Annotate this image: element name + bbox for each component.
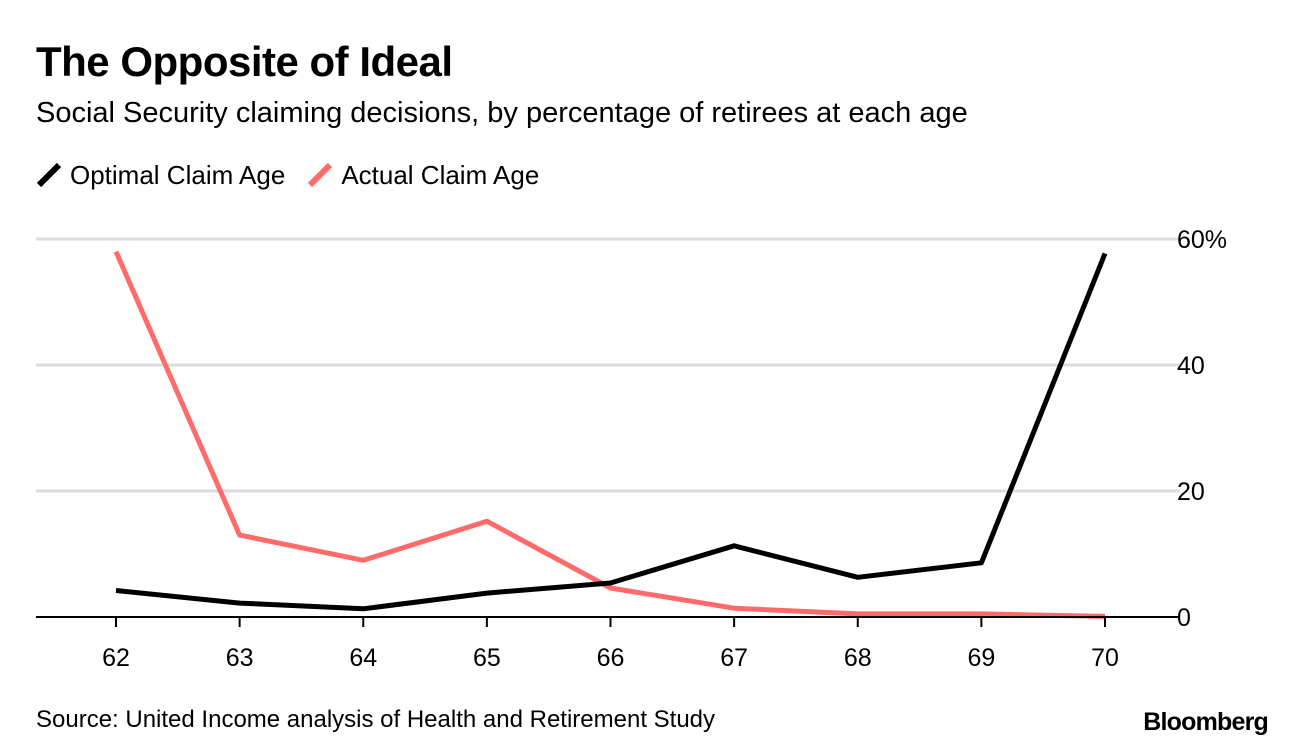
y-tick-label: 60% [1177, 226, 1227, 254]
y-tick-label: 40 [1177, 352, 1205, 380]
series-line-optimal [115, 252, 1108, 612]
x-tick-label: 62 [102, 644, 130, 672]
chart-subtitle: Social Security claiming decisions, by p… [36, 97, 968, 129]
source-note: Source: United Income analysis of Health… [36, 706, 716, 733]
grid-layer [36, 237, 1180, 493]
x-tick-label: 64 [349, 644, 377, 672]
chart-legend: Optimal Claim Age Actual Claim Age [36, 158, 561, 192]
legend-item-actual: Actual Claim Age [307, 160, 539, 191]
legend-swatch-optimal [36, 162, 62, 188]
y-tick-label: 0 [1177, 604, 1191, 632]
legend-item-optimal: Optimal Claim Age [36, 160, 285, 191]
series-line-actual [113, 250, 1106, 619]
legend-label-optimal: Optimal Claim Age [70, 159, 286, 190]
x-tick-label: 66 [597, 644, 625, 672]
x-tick-label: 69 [967, 644, 995, 672]
legend-label-actual: Actual Claim Age [341, 159, 540, 190]
y-tick-label: 20 [1177, 478, 1205, 506]
chart-title: The Opposite of Ideal [36, 38, 453, 85]
legend-swatch-actual [308, 162, 333, 188]
x-tick-label: 68 [844, 644, 872, 672]
x-tick-label: 70 [1091, 644, 1119, 672]
x-tick-label: 65 [473, 644, 501, 672]
x-tick-label: 67 [720, 644, 748, 672]
series-layer [113, 250, 1108, 619]
brand-logo: Bloomberg [1143, 708, 1269, 736]
axis-layer: 60% 40 20 0 62 63 64 65 66 67 68 69 70 [36, 226, 1227, 672]
x-tick-label: 63 [226, 644, 254, 672]
